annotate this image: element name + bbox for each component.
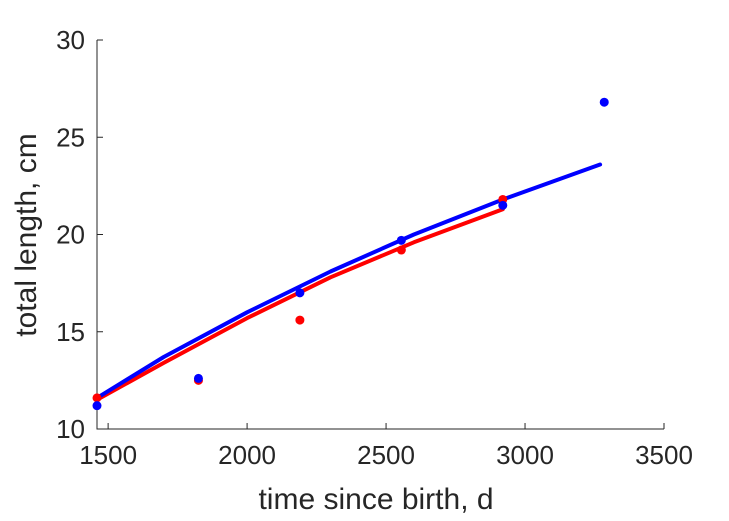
- data-point: [498, 200, 508, 210]
- x-tick-label: 3000: [496, 440, 554, 470]
- y-tick-label: 25: [56, 122, 85, 152]
- series-points: [92, 97, 609, 411]
- x-tick-label: 1500: [79, 440, 137, 470]
- y-tick-label: 10: [56, 414, 85, 444]
- y-axis: 10 15 20 25 30: [56, 25, 103, 444]
- data-point: [599, 97, 609, 107]
- x-tick-label: 3500: [635, 440, 693, 470]
- data-point: [295, 315, 305, 325]
- data-point: [92, 401, 102, 411]
- data-point: [92, 393, 102, 403]
- x-tick-label: 2500: [357, 440, 415, 470]
- x-axis: 1500 2000 2500 3000 3500: [79, 423, 693, 470]
- x-tick-label: 2000: [218, 440, 276, 470]
- y-tick-label: 20: [56, 220, 85, 250]
- series-line-3: [95, 162, 603, 400]
- data-point: [396, 235, 406, 245]
- x-axis-label: time since birth, d: [258, 483, 493, 516]
- y-axis-label: total length, cm: [10, 133, 43, 336]
- y-tick-label: 15: [56, 317, 85, 347]
- data-point: [295, 288, 305, 298]
- data-point: [396, 245, 406, 255]
- plot-area: [96, 40, 664, 430]
- data-point: [193, 373, 203, 383]
- series-line-2: [95, 207, 505, 402]
- series-lines: [95, 162, 603, 402]
- y-tick-label: 30: [56, 25, 85, 55]
- axes-box: [96, 40, 664, 430]
